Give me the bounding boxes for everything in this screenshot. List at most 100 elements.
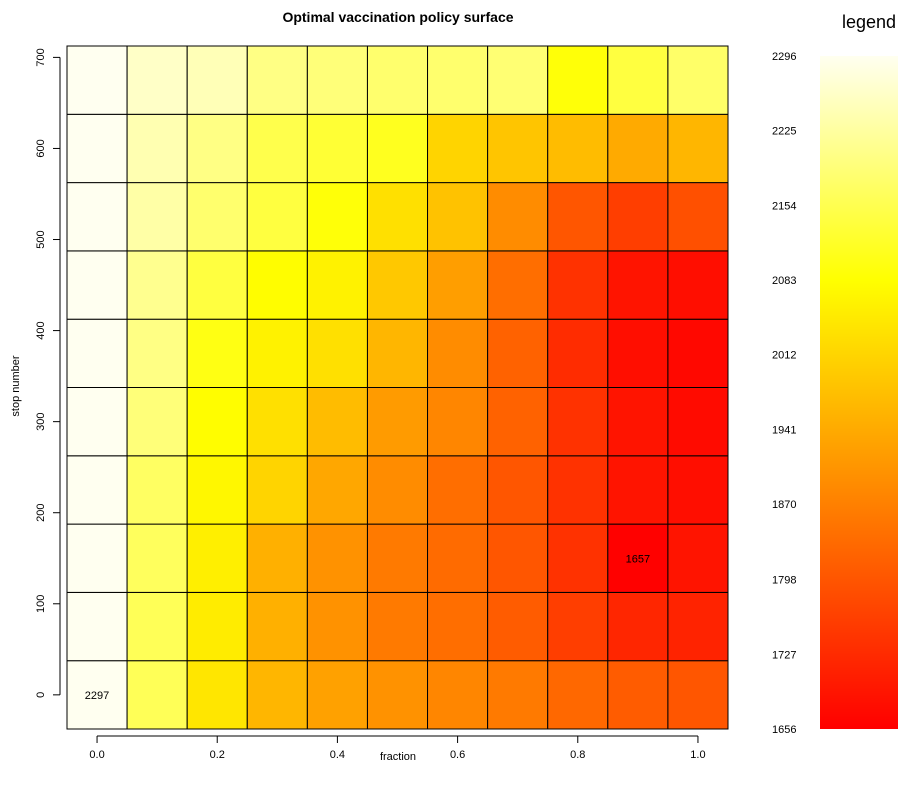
heatmap-cell: [126, 113, 188, 184]
y-tick-label: 500: [35, 230, 47, 248]
heatmap-cell: [126, 455, 188, 525]
heatmap-cell: [246, 45, 308, 115]
heatmap-cell: [487, 113, 549, 184]
heatmap-cell: [427, 113, 489, 184]
heatmap-cell: [547, 250, 609, 320]
heatmap-cell: [306, 182, 368, 252]
y-tick-label: 300: [35, 412, 47, 430]
heatmap-cell: [186, 660, 248, 730]
heatmap-cell: [306, 45, 368, 115]
heatmap-cell: [487, 455, 549, 525]
heatmap-cell: [607, 45, 669, 115]
heatmap-cell: [246, 250, 308, 320]
heatmap-cell: [66, 250, 128, 320]
heatmap-cell: [126, 182, 188, 252]
heatmap-cell: [66, 113, 128, 184]
heatmap-cell: [186, 250, 248, 320]
colorbar-tick-label: 1941: [772, 424, 796, 436]
heatmap-cell: [667, 113, 729, 184]
heatmap-cell: [66, 591, 128, 662]
heatmap-cell: [246, 660, 308, 730]
heatmap-cell: [66, 523, 128, 593]
y-tick-label: 400: [35, 321, 47, 339]
heatmap-cell: [126, 591, 188, 662]
colorbar-tick-label: 1656: [772, 724, 796, 736]
heatmap-cell: [66, 318, 128, 389]
heatmap-cell: [246, 318, 308, 389]
heatmap-cell: [306, 387, 368, 457]
heatmap-cell: [667, 45, 729, 115]
heatmap-cell: [366, 387, 429, 457]
heatmap-cell: [427, 182, 489, 252]
y-tick-label: 0: [35, 692, 47, 698]
heatmap-cell: [366, 250, 429, 320]
cell-annotations: 2297 1657: [85, 553, 650, 702]
colorbar-tick-label: 2012: [772, 350, 796, 362]
heatmap-cell: [667, 591, 729, 662]
heatmap-cell: [547, 113, 609, 184]
heatmap-cell: [366, 591, 429, 662]
heatmap-cell: [126, 45, 188, 115]
heatmap-cell: [186, 113, 248, 184]
y-tick-label: 700: [35, 48, 47, 66]
heatmap-cell: [547, 660, 609, 730]
y-tick-label: 100: [35, 595, 47, 613]
heatmap-cell: [667, 182, 729, 252]
colorbar-tick-label: 2296: [772, 51, 796, 63]
colorbar-ticks: 1656 1727 1798 1870 1941 2012 2083 2154 2225 2296: [772, 51, 796, 736]
heatmap-cell: [126, 318, 188, 389]
y-axis: 0 100 200 300 400 500 600 700: [35, 48, 61, 698]
heatmap-cell: [306, 113, 368, 184]
heatmap-cell: [547, 45, 609, 115]
x-tick-label: 0.8: [570, 749, 585, 761]
heatmap-cell: [66, 45, 128, 115]
colorbar-tick-label: 1727: [772, 649, 796, 661]
y-tick-label: 600: [35, 139, 47, 157]
heatmap-cell: [366, 45, 429, 115]
cell-annotation: 2297: [85, 690, 109, 702]
heatmap-cell: [366, 455, 429, 525]
heatmap-cell: [427, 250, 489, 320]
heatmap-cell: [366, 660, 429, 730]
x-tick-label: 0.4: [330, 749, 345, 761]
heatmap-cell: [66, 182, 128, 252]
y-tick-label: 200: [35, 504, 47, 522]
heatmap-cell: [607, 318, 669, 389]
heatmap-cell: [366, 113, 429, 184]
heatmap-cell: [607, 182, 669, 252]
heatmap-cell: [667, 318, 729, 389]
colorbar-tick-label: 2154: [772, 200, 796, 212]
heatmap-cell: [487, 591, 549, 662]
heatmap-cell: [427, 45, 489, 115]
heatmap-cell: [186, 387, 248, 457]
heatmap-cell: [607, 387, 669, 457]
colorbar-tick-label: 1798: [772, 575, 796, 587]
colorbar-tick-label: 2083: [772, 275, 796, 287]
heatmap-cell: [306, 591, 368, 662]
heatmap-cell: [487, 387, 549, 457]
heatmap-cell: [667, 523, 729, 593]
x-axis: 0.0 0.2 0.4 0.6 0.8 1.0: [89, 735, 706, 761]
heatmap-cell: [126, 250, 188, 320]
heatmap-cell: [306, 455, 368, 525]
heatmap-cell: [186, 455, 248, 525]
heatmap-cell: [547, 591, 609, 662]
heatmap-cell: [547, 523, 609, 593]
heatmap-cell: [246, 387, 308, 457]
heatmap-cell: [186, 182, 248, 252]
heatmap-cell: [547, 455, 609, 525]
x-tick-label: 0.2: [210, 749, 225, 761]
heatmap-cell: [607, 660, 669, 730]
heatmap-cell: [186, 523, 248, 593]
heatmap-cell: [66, 387, 128, 457]
x-tick-label: 0.0: [89, 749, 104, 761]
heatmap-cell: [246, 455, 308, 525]
heatmap-cell: [667, 387, 729, 457]
heatmap-cell: [306, 250, 368, 320]
heatmap-cell: [246, 182, 308, 252]
heatmap-cell: [547, 387, 609, 457]
heatmap-cell: [186, 318, 248, 389]
heatmap-cells: [66, 45, 729, 730]
heatmap-cell: [126, 523, 188, 593]
